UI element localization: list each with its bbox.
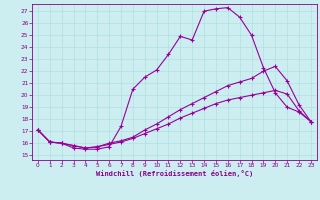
X-axis label: Windchill (Refroidissement éolien,°C): Windchill (Refroidissement éolien,°C) [96,170,253,177]
